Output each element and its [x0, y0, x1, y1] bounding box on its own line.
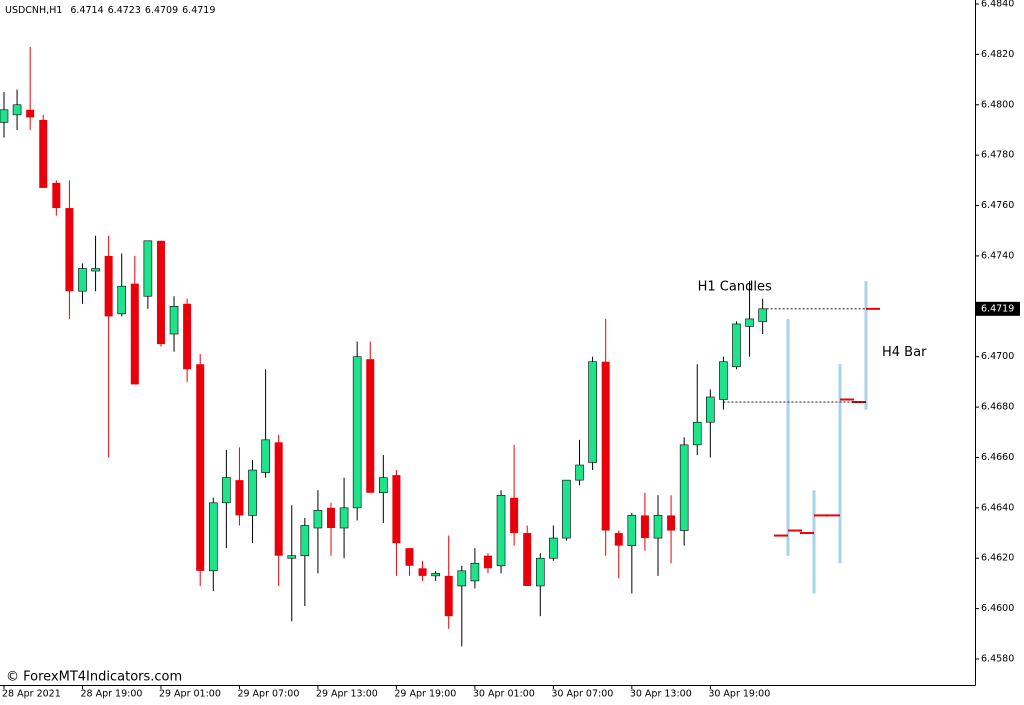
candle-body: [706, 396, 715, 423]
candle-body: [39, 119, 48, 188]
x-tick-label: 29 Apr 01:00: [159, 689, 221, 700]
candle-body: [91, 268, 100, 272]
y-tick-label: 6.4780: [981, 150, 1014, 161]
candle-body: [117, 285, 127, 315]
candle-body: [352, 356, 362, 509]
header: USDCNH,H1 6.4714 6.4723 6.4709 6.4719: [5, 5, 215, 16]
candle-body: [614, 533, 623, 546]
candle-body: [692, 421, 702, 446]
candle-body: [444, 575, 453, 617]
candle-body: [26, 109, 35, 118]
candle-body: [248, 469, 257, 516]
candle-body: [104, 255, 113, 317]
candle-body: [431, 573, 440, 577]
candle-body: [287, 555, 297, 559]
y-tick-label: 6.4820: [981, 49, 1014, 60]
candle-body: [183, 303, 192, 370]
symbol: USDCNH,H1: [5, 5, 62, 16]
candle-body: [222, 477, 231, 504]
header-open: 6.4714: [70, 5, 103, 16]
candle-body: [169, 306, 179, 335]
candle-body: [0, 109, 9, 123]
candle-body: [510, 497, 519, 534]
candle-body: [562, 479, 571, 539]
candle-body: [601, 361, 610, 531]
watermark: © ForexMT4Indicators.com: [6, 670, 182, 685]
x-tick-label: 30 Apr 01:00: [473, 689, 535, 700]
x-tick-label: 30 Apr 07:00: [551, 689, 613, 700]
x-tick-label: 30 Apr 19:00: [708, 689, 770, 700]
candle-body: [339, 507, 349, 529]
header-close: 6.4719: [182, 5, 215, 16]
header-high: 6.4723: [108, 5, 141, 16]
candle-body: [627, 515, 637, 546]
candle-body: [588, 361, 597, 463]
candle-body: [523, 533, 532, 586]
x-tick-label: 29 Apr 07:00: [237, 689, 299, 700]
candle-body: [65, 208, 74, 292]
candle-body: [745, 318, 754, 327]
candle-body: [496, 494, 506, 567]
y-tick-label: 6.4740: [981, 250, 1014, 261]
candle-body: [379, 477, 388, 494]
candle-body: [575, 464, 584, 481]
candle-body: [392, 475, 401, 544]
candle-body: [156, 240, 165, 345]
x-tick-label: 28 Apr 2021: [2, 689, 61, 700]
candle-body: [300, 525, 310, 557]
candle-body: [719, 361, 728, 400]
candle-body: [470, 562, 480, 582]
y-tick-label: 6.4580: [981, 654, 1014, 665]
candle-body: [143, 240, 153, 297]
candle-body: [549, 537, 558, 559]
candle-body: [274, 442, 283, 556]
x-tick-label: 29 Apr 13:00: [316, 689, 378, 700]
y-tick-label: 6.4620: [981, 553, 1014, 564]
candle-body: [235, 480, 244, 516]
candle-body: [313, 510, 323, 529]
price-label-box: [976, 301, 1020, 316]
candle-body: [732, 323, 741, 368]
candle-body: [52, 182, 61, 209]
series-label: H1 Candles: [698, 279, 772, 294]
candle-body: [196, 364, 205, 571]
header-low: 6.4709: [145, 5, 178, 16]
y-tick-label: 6.4600: [981, 603, 1014, 614]
y-tick-label: 6.4800: [981, 99, 1014, 110]
candle-body: [12, 104, 22, 116]
candle-body: [457, 570, 467, 587]
series-label: H4 Bar: [882, 345, 927, 360]
candle-body: [640, 515, 649, 539]
candle-body: [78, 268, 87, 292]
y-tick-label: 6.4660: [981, 452, 1014, 463]
x-tick-label: 28 Apr 19:00: [80, 689, 142, 700]
candle-body: [366, 359, 375, 493]
candle-body: [667, 515, 676, 531]
candle-body: [130, 283, 139, 385]
price-label: 6.4719: [981, 303, 1014, 314]
candle-body: [679, 444, 689, 531]
x-tick-label: 30 Apr 13:00: [630, 689, 692, 700]
candle-body: [758, 308, 767, 322]
x-tick-label: 29 Apr 19:00: [394, 689, 456, 700]
candle-body: [483, 555, 492, 569]
candle-body: [327, 507, 335, 528]
y-tick-label: 6.4680: [981, 402, 1014, 413]
y-tick-label: 6.4700: [981, 351, 1014, 362]
candle-body: [261, 439, 270, 473]
y-tick-label: 6.4840: [981, 0, 1014, 10]
candle-body: [535, 557, 545, 587]
y-tick-label: 6.4640: [981, 502, 1014, 513]
candle-body: [418, 568, 427, 576]
y-tick-label: 6.4760: [981, 200, 1014, 211]
candle-body: [653, 515, 663, 539]
candle-body: [208, 502, 218, 572]
candle-body: [405, 548, 414, 566]
